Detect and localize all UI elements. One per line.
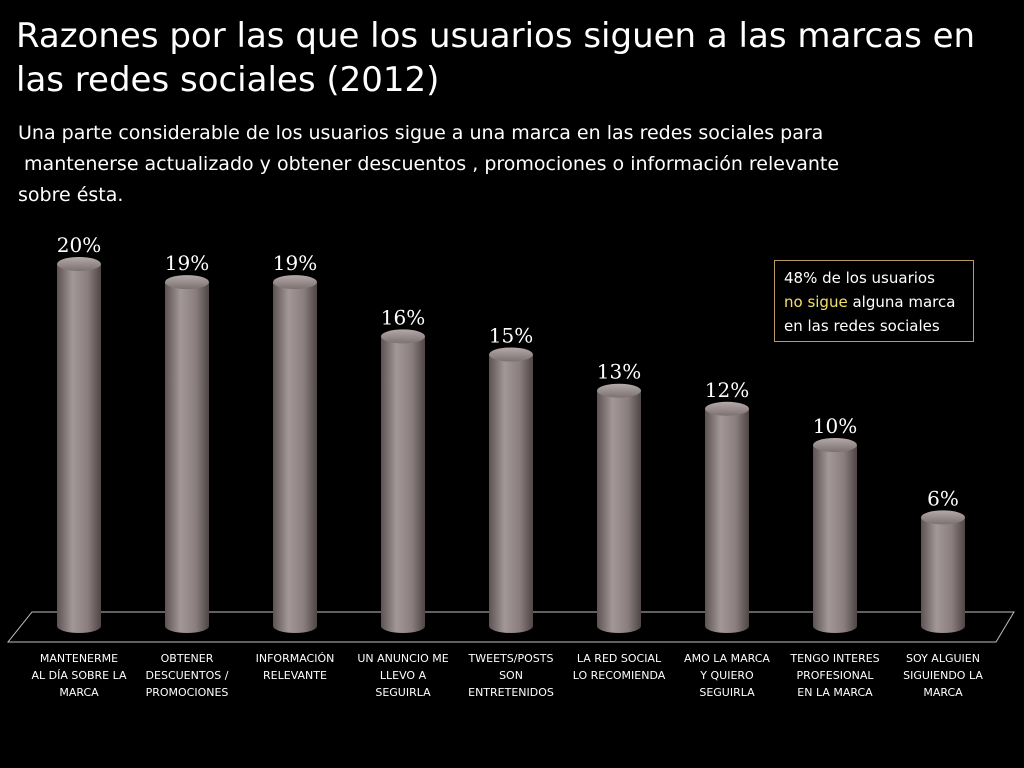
bar-top [597, 383, 641, 398]
data-label: 19% [165, 251, 209, 275]
category-label: LA RED SOCIAL LO RECOMIENDA [567, 650, 671, 684]
data-label: 20% [57, 233, 101, 257]
bars-group: 20% 19% 19% 16% 15% 13% 12% 10% 6% [57, 233, 965, 633]
note-box: 48% de los usuarios no sigue alguna marc… [774, 260, 974, 342]
category-label-line: SIGUIENDO LA [903, 669, 983, 682]
slide-subtitle-line: mantenerse actualizado y obtener descuen… [18, 153, 840, 175]
category-label: SOY ALGUIEN SIGUIENDO LA MARCA [891, 650, 995, 701]
slide-title-line: las redes sociales (2012) [16, 60, 440, 100]
bar-top [273, 275, 317, 290]
note-highlight: no sigue [784, 293, 848, 311]
chart-floor [6, 611, 1015, 643]
category-label-line: PROMOCIONES [145, 686, 229, 699]
data-label: 12% [705, 378, 749, 402]
note-line1: 48% de los usuarios [784, 269, 935, 287]
category-label-line: AL DÍA SOBRE LA [31, 669, 127, 682]
category-label: MANTENERME AL DÍA SOBRE LA MARCA [27, 650, 131, 701]
slide-subtitle-line: sobre ésta. [18, 184, 124, 206]
category-label-line: LA RED SOCIAL [576, 652, 662, 665]
category-label-line: EN LA MARCA [797, 686, 873, 699]
category-label-line: LLEVO A [379, 669, 427, 682]
bar [597, 390, 641, 633]
category-label-line: TENGO INTERES [790, 652, 880, 665]
data-label: 13% [597, 360, 641, 384]
bar-top [921, 510, 965, 525]
category-label-line: TWEETS/POSTS [468, 652, 554, 665]
slide-subtitle: Una parte considerable de los usuarios s… [18, 118, 978, 211]
slide-title: Razones por las que los usuarios siguen … [16, 14, 976, 102]
bar [165, 282, 209, 633]
category-label: INFORMACIÓN RELEVANTE [243, 650, 347, 684]
category-label-line: Y QUIERO [700, 669, 754, 682]
slide-title-line: Razones por las que los usuarios siguen … [16, 16, 976, 56]
category-label-line: AMO LA MARCA [684, 652, 770, 665]
bar [489, 354, 533, 633]
bar-top [57, 257, 101, 271]
bar-top [381, 329, 425, 344]
category-label-line: DESCUENTOS / [145, 669, 229, 682]
data-label: 15% [489, 324, 533, 348]
category-label-line: SOY ALGUIEN [906, 652, 980, 665]
bar-top [489, 347, 533, 362]
category-label-line: SON [499, 669, 523, 682]
category-label-line: MANTENERME [39, 652, 119, 665]
bar [381, 336, 425, 633]
category-label: TENGO INTERES PROFESIONAL EN LA MARCA [783, 650, 887, 701]
bar [273, 282, 317, 633]
category-label-line: RELEVANTE [263, 669, 327, 682]
bar [921, 517, 965, 633]
bar [57, 264, 101, 633]
data-label: 10% [813, 414, 857, 438]
note-line2-rest: alguna marca [847, 293, 956, 311]
bar [813, 445, 857, 633]
category-label-line: SEGUIRLA [699, 686, 755, 699]
category-label: OBTENER DESCUENTOS / PROMOCIONES [135, 650, 239, 701]
data-label: 6% [927, 486, 959, 510]
category-label: AMO LA MARCA Y QUIERO SEGUIRLA [675, 650, 779, 701]
category-label-line: MARCA [923, 686, 963, 699]
category-label-line: LO RECOMIENDA [572, 669, 666, 682]
category-label-line: ENTRETENIDOS [468, 686, 554, 699]
category-label: TWEETS/POSTS SON ENTRETENIDOS [459, 650, 563, 701]
data-label: 19% [273, 251, 317, 275]
bar-top [813, 438, 857, 452]
bar-top [165, 275, 209, 290]
slide-subtitle-line: Una parte considerable de los usuarios s… [18, 122, 824, 144]
note-line3: en las redes sociales [784, 317, 940, 335]
category-label-line: MARCA [59, 686, 99, 699]
category-label: UN ANUNCIO ME LLEVO A SEGUIRLA [351, 650, 455, 701]
bar-top [705, 401, 749, 416]
category-label-line: OBTENER [160, 652, 214, 665]
data-label: 16% [381, 305, 425, 329]
category-label-line: PROFESIONAL [796, 669, 874, 682]
category-label-line: INFORMACIÓN [255, 652, 335, 665]
category-label-line: SEGUIRLA [375, 686, 431, 699]
category-label-line: UN ANUNCIO ME [357, 652, 449, 665]
bar [705, 408, 749, 633]
